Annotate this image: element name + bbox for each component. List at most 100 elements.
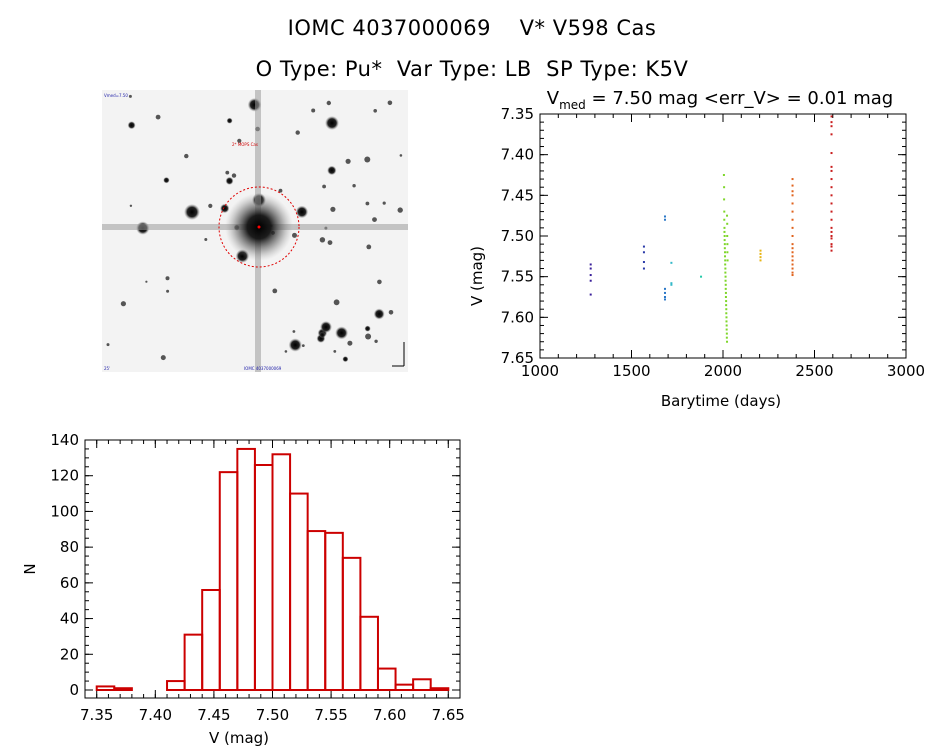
light-curve-point	[723, 186, 726, 189]
light-curve-chart: Vmed = 7.50 mag <err_V> = 0.01 mag 1000 1…	[468, 88, 925, 410]
field-star	[225, 170, 230, 175]
stamp-label-top: Vmed=7.50	[104, 93, 128, 98]
light-curve-point	[723, 226, 726, 229]
field-star	[237, 138, 242, 143]
light-curve-point	[589, 267, 592, 270]
light-curve-point	[725, 320, 728, 323]
y-tick-label: 7.55	[501, 268, 534, 286]
light-curve-point	[759, 252, 762, 255]
field-star	[278, 188, 283, 193]
light-curve-point	[723, 247, 726, 250]
x-tick-label: 7.65	[432, 706, 465, 724]
field-star	[373, 308, 385, 320]
target-center-marker	[257, 225, 261, 229]
histogram-bar	[236, 447, 256, 691]
field-star	[327, 165, 337, 176]
field-star	[382, 201, 386, 205]
light-curve-point	[663, 296, 666, 298]
x-tick-label: 7.50	[256, 706, 289, 724]
histogram-y-axis-label: N	[21, 563, 39, 574]
x-tick-label: 7.60	[373, 706, 406, 724]
light-curve-point	[642, 261, 645, 264]
light-curve-point	[725, 308, 728, 311]
light-curve-point	[589, 279, 592, 282]
light-curve-point	[830, 235, 833, 237]
light-curve-point	[791, 226, 794, 229]
light-curve-point	[791, 259, 794, 262]
field-star	[330, 206, 336, 212]
x-tick-label: 3000	[887, 362, 925, 380]
x-tick-label: 1000	[521, 362, 559, 380]
field-star	[106, 343, 110, 347]
light-curve-point	[723, 218, 726, 221]
x-tick-label: 7.40	[139, 706, 172, 724]
field-star	[327, 240, 333, 246]
light-curve-point	[791, 194, 794, 197]
light-curve-point	[670, 282, 673, 285]
field-star	[226, 117, 233, 124]
histogram-bar	[306, 530, 327, 691]
histogram-bar	[183, 633, 204, 691]
light-curve-point	[726, 251, 729, 254]
light-curve-point	[791, 218, 794, 221]
field-star	[145, 280, 148, 283]
histogram-bar	[166, 680, 186, 691]
light-curve-point	[791, 235, 794, 237]
light-curve-point	[791, 184, 794, 187]
light-curve-point	[642, 267, 645, 270]
light-curve-point	[791, 274, 794, 277]
field-star	[333, 299, 340, 306]
light-curve-point	[724, 263, 727, 266]
field-star	[220, 203, 230, 214]
light-curve-point	[830, 210, 833, 213]
histogram-bar	[113, 687, 133, 692]
light-curve-point	[642, 251, 645, 254]
field-star	[301, 344, 305, 347]
field-star	[374, 339, 378, 343]
field-star	[387, 100, 393, 106]
light-curve-point	[726, 259, 729, 262]
light-curve-point	[663, 298, 666, 301]
light-curve-point	[726, 235, 729, 237]
field-star	[347, 340, 353, 346]
light-curve-point	[724, 255, 727, 258]
light-curve-point	[670, 261, 673, 264]
x-tick-label: 2500	[795, 362, 833, 380]
field-star	[208, 203, 213, 208]
field-star	[184, 153, 189, 159]
light-curve-point	[724, 287, 727, 290]
light-curve-point	[830, 169, 833, 172]
light-curve-point	[830, 115, 833, 118]
light-curve-point	[830, 226, 833, 229]
stamp-label-bottom-mid: IOMC 4037000069	[244, 366, 282, 371]
field-star	[129, 204, 133, 207]
field-star	[204, 238, 208, 241]
light-curve-point	[830, 237, 833, 240]
field-star	[320, 321, 332, 333]
x-tick-label: 7.45	[197, 706, 230, 724]
field-star	[165, 276, 170, 281]
light-curve-y-axis-label: V (mag)	[468, 246, 486, 306]
histogram-bar	[95, 685, 116, 691]
histogram-bar	[218, 471, 239, 692]
light-curve-point	[589, 263, 592, 266]
light-curve-point	[830, 230, 833, 233]
light-curve-point	[791, 243, 794, 246]
y-tick-label: 7.35	[501, 105, 534, 123]
light-curve-x-axis-label: Barytime (days)	[661, 392, 781, 410]
light-curve-point	[723, 243, 726, 246]
field-star	[160, 355, 166, 361]
light-curve-point	[642, 245, 645, 248]
histogram-x-axis-label: V (mag)	[209, 729, 269, 747]
light-curve-point	[830, 133, 833, 136]
x-tick-label: 1500	[612, 362, 650, 380]
light-curve-point	[791, 251, 794, 254]
y-tick-label: 40	[60, 610, 79, 628]
field-star	[127, 121, 136, 130]
field-star	[364, 156, 371, 163]
target-aperture-circle	[218, 186, 300, 268]
field-star	[295, 130, 300, 135]
field-star	[319, 331, 326, 338]
chart-title-line2: O Type: Pu* Var Type: LB SP Type: K5V	[255, 57, 689, 81]
field-star	[388, 310, 394, 315]
